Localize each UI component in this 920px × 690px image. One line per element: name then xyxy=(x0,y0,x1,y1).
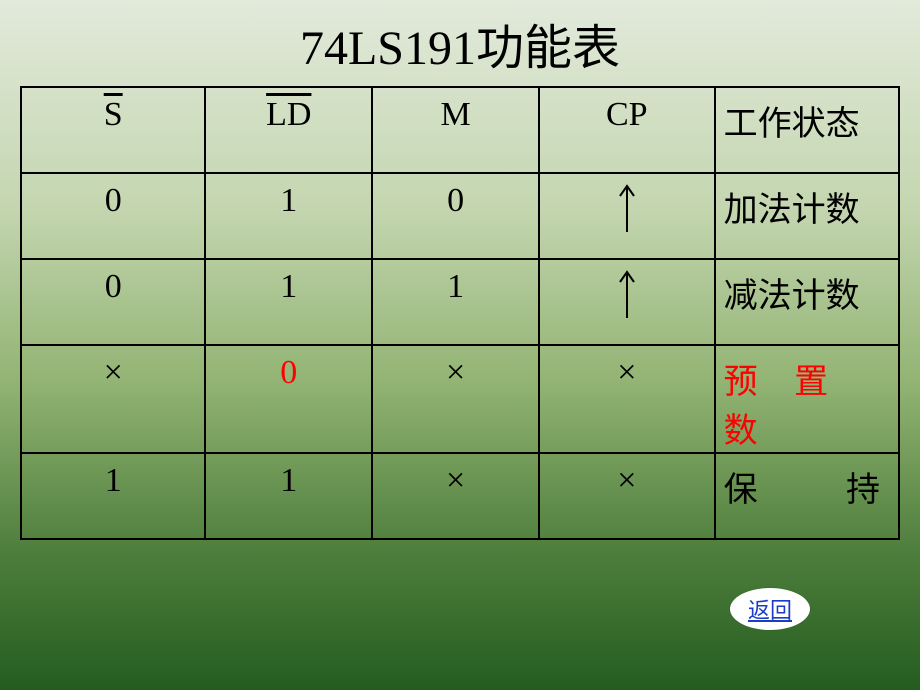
cell-s: 0 xyxy=(21,259,205,345)
cell-m: × xyxy=(372,345,539,453)
cell-m: 0 xyxy=(372,173,539,259)
cell-state: 加法计数 xyxy=(715,173,899,259)
overline-ld: LD xyxy=(266,96,311,134)
cell-cp xyxy=(539,173,715,259)
col-header-state: 工作状态 xyxy=(715,87,899,173)
cell-s: 1 xyxy=(21,453,205,539)
cell-ld: 1 xyxy=(205,259,372,345)
page-title: 74LS191功能表 xyxy=(0,0,920,86)
cell-cp xyxy=(539,259,715,345)
return-button[interactable]: 返回 xyxy=(730,588,810,630)
col-header-m: M xyxy=(372,87,539,173)
cell-state: 减法计数 xyxy=(715,259,899,345)
col-header-s: S xyxy=(21,87,205,173)
function-table: S LD M CP 工作状态 0 1 0 加法计数 0 1 1 减法计数 × 0 xyxy=(20,86,900,540)
table-row: × 0 × × 预 置 数 xyxy=(21,345,899,453)
function-table-wrap: S LD M CP 工作状态 0 1 0 加法计数 0 1 1 减法计数 × 0 xyxy=(20,86,900,540)
cell-cp: × xyxy=(539,453,715,539)
state-hold-text: 保持 xyxy=(724,462,898,511)
cell-ld: 1 xyxy=(205,173,372,259)
table-row: 1 1 × × 保持 xyxy=(21,453,899,539)
cell-state: 预 置 数 xyxy=(715,345,899,453)
table-row: 0 1 1 减法计数 xyxy=(21,259,899,345)
cell-cp: × xyxy=(539,345,715,453)
table-row: 0 1 0 加法计数 xyxy=(21,173,899,259)
cell-ld: 1 xyxy=(205,453,372,539)
overline-s: S xyxy=(104,96,123,134)
cell-ld: 0 xyxy=(205,345,372,453)
cell-state: 保持 xyxy=(715,453,899,539)
cell-s: 0 xyxy=(21,173,205,259)
table-header-row: S LD M CP 工作状态 xyxy=(21,87,899,173)
cell-m: × xyxy=(372,453,539,539)
cell-s: × xyxy=(21,345,205,453)
cell-m: 1 xyxy=(372,259,539,345)
col-header-ld: LD xyxy=(205,87,372,173)
col-header-cp: CP xyxy=(539,87,715,173)
up-arrow-icon xyxy=(618,182,636,232)
up-arrow-icon xyxy=(618,268,636,318)
